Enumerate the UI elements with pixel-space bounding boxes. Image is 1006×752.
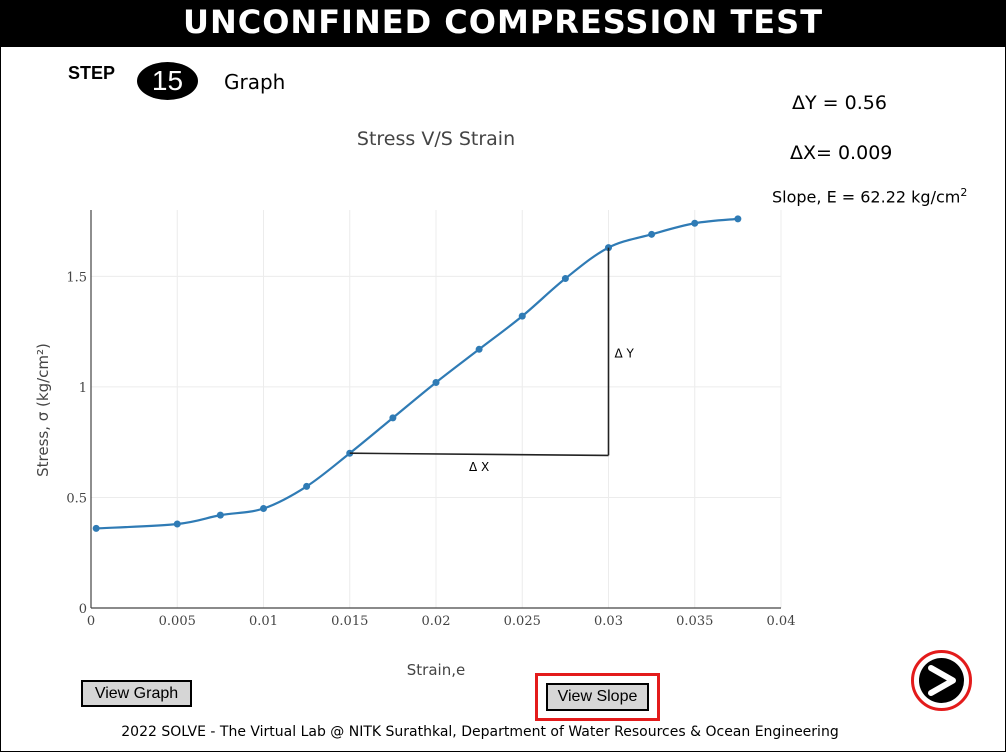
y-tick-label: 1 — [79, 381, 87, 396]
x-tick-label: 0 — [87, 614, 95, 629]
next-arrow-icon — [919, 658, 964, 703]
data-point — [734, 215, 742, 223]
x-tick-label: 0.025 — [504, 614, 541, 629]
step-number-badge: 15 — [137, 62, 198, 100]
data-point — [648, 230, 656, 238]
next-button[interactable] — [911, 650, 972, 711]
data-point — [92, 524, 100, 532]
view-graph-button[interactable]: View Graph — [81, 680, 192, 707]
data-point — [475, 345, 483, 353]
delta-x-value: ΔX= 0.009 — [790, 142, 893, 164]
view-slope-button[interactable]: View Slope — [546, 683, 649, 711]
data-point — [691, 219, 699, 227]
slope-text: Slope, E = 62.22 kg/cm — [772, 187, 961, 207]
x-tick-label: 0.005 — [159, 614, 196, 629]
data-point — [389, 414, 397, 422]
x-tick-label: 0.035 — [676, 614, 713, 629]
delta-x-label: Δ X — [469, 460, 489, 474]
y-tick-label: 0 — [79, 602, 87, 617]
footer-credits: 2022 SOLVE - The Virtual Lab @ NITK Sura… — [121, 724, 839, 740]
x-tick-label: 0.04 — [767, 614, 796, 629]
step-name: Graph — [224, 70, 286, 94]
data-point — [260, 505, 267, 512]
delta-y-label: Δ Y — [615, 347, 635, 361]
delta-x-line — [349, 452, 609, 457]
x-tick-label: 0.015 — [331, 614, 368, 629]
data-point — [173, 520, 181, 528]
x-tick-label: 0.02 — [422, 614, 451, 629]
stress-strain-chart: 0 0.005 0.01 0.015 0.02 0.025 0.03 0.035 0.04 0 0.… — [34, 128, 796, 679]
view-slope-highlight — [535, 673, 660, 721]
page-title: UNCONFINED COMPRESSION TEST — [0, 0, 1006, 47]
x-tick-label: 0.01 — [249, 614, 278, 629]
data-point — [216, 511, 224, 519]
y-axis-title: Stress, σ (kg/cm²) — [34, 343, 52, 477]
y-tick-label: 0.5 — [66, 491, 87, 506]
slope-value: Slope, E = 62.22 kg/cm2 — [772, 186, 967, 206]
data-point — [432, 378, 440, 386]
next-arrow-glyph — [928, 665, 956, 696]
data-point — [518, 312, 526, 320]
chart-title: Stress V/S Strain — [357, 128, 515, 150]
step-label: STEP — [68, 63, 116, 83]
y-tick-label: 1.5 — [66, 270, 87, 285]
stress-strain-line — [96, 217, 738, 530]
delta-y-value: ΔY = 0.56 — [792, 92, 887, 114]
x-axis-title: Strain,e — [407, 661, 465, 679]
data-point — [303, 482, 311, 490]
data-point — [561, 275, 569, 283]
slope-unit-exponent: 2 — [960, 186, 968, 199]
x-tick-label: 0.03 — [594, 614, 623, 629]
